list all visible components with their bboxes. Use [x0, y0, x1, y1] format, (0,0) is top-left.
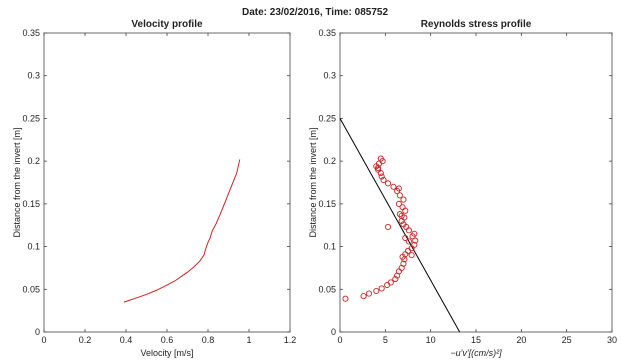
chart-title: Velocity profile: [131, 19, 203, 30]
reynolds-point: [412, 237, 419, 244]
x-axis-label: −u'v'[(cm/s)²]: [450, 348, 502, 358]
figure-suptitle: Date: 23/02/2016, Time: 085752: [242, 7, 388, 18]
reynolds-point: [408, 252, 415, 259]
reynolds-point: [378, 173, 385, 180]
y-axis-label: Distance from the invert [m]: [308, 127, 318, 237]
reynolds-point: [400, 221, 407, 228]
reynolds-point: [342, 295, 349, 302]
y-tick-label: 0.3: [27, 71, 40, 81]
x-tick-label: 0: [41, 335, 46, 345]
reynolds-point: [390, 183, 397, 190]
y-tick-label: 0: [331, 327, 336, 337]
y-tick-label: 0.35: [22, 28, 40, 38]
y-tick-label: 0.15: [318, 199, 336, 209]
y-tick-label: 0.05: [22, 284, 40, 294]
reynolds-point: [402, 234, 409, 242]
fit-line: [339, 118, 461, 333]
x-tick-label: 0: [337, 335, 342, 345]
plot-frame: [43, 32, 291, 333]
y-tick-label: 0.2: [27, 156, 40, 166]
y-tick-label: 0.25: [22, 113, 40, 123]
reynolds-point: [377, 155, 384, 162]
x-tick-label: 0.8: [202, 335, 215, 345]
reynolds-point: [399, 204, 406, 211]
reynolds-point: [378, 285, 385, 292]
y-tick-label: 0.3: [323, 71, 336, 81]
x-tick-label: 25: [562, 335, 572, 345]
x-tick-label: 30: [607, 335, 617, 345]
reynolds-point: [365, 290, 373, 297]
reynolds-point: [395, 200, 402, 207]
x-tick-label: 0.2: [79, 335, 92, 345]
reynolds-point: [411, 241, 418, 248]
x-tick-label: 1.2: [284, 335, 297, 345]
reynolds-point: [405, 238, 412, 245]
plot-frame: [339, 32, 613, 333]
y-tick-label: 0.1: [323, 242, 336, 252]
reynolds-point: [411, 230, 418, 237]
x-tick-label: 10: [426, 335, 436, 345]
y-tick-label: 0.1: [27, 242, 40, 252]
reynolds-point: [360, 293, 367, 300]
reynolds-point: [377, 170, 384, 177]
reynolds-point: [392, 275, 399, 283]
reynolds-point: [395, 185, 402, 192]
reynolds-point: [400, 260, 407, 267]
reynolds-point: [402, 207, 409, 214]
y-tick-label: 0.05: [318, 284, 336, 294]
y-tick-label: 0.15: [22, 199, 40, 209]
reynolds-point: [405, 227, 412, 234]
reynolds-point: [400, 196, 407, 203]
reynolds-point: [385, 223, 392, 230]
velocity-line: [123, 159, 241, 303]
reynolds-point: [387, 279, 394, 286]
y-tick-label: 0.25: [318, 113, 336, 123]
y-tick-label: 0.2: [323, 156, 336, 166]
y-axis-label: Distance from the invert [m]: [12, 127, 22, 237]
reynolds-point: [373, 287, 380, 295]
x-tick-label: 0.4: [120, 335, 133, 345]
x-tick-label: 5: [383, 335, 388, 345]
reynolds-point: [385, 180, 392, 187]
reynolds-point: [375, 166, 382, 173]
y-tick-label: 0: [35, 327, 40, 337]
x-tick-label: 1: [246, 335, 251, 345]
chart-title: Reynolds stress profile: [421, 19, 532, 30]
velocity-profile-panel: 0 0.2 0.4 0.6 0.8 1 1.2 0 0.05 0.1 0.15 0.2 0.25 0.3 0…: [12, 19, 296, 358]
reynolds-point: [396, 192, 403, 199]
reynolds-point: [380, 176, 387, 183]
reynolds-point: [375, 164, 382, 172]
reynolds-point: [384, 281, 391, 289]
x-tick-label: 15: [471, 335, 481, 345]
reynolds-point: [396, 211, 403, 218]
reynolds-stress-panel: 0 5 10 15 20 25 30 0 0.05 0.1 0.15 0.2 0.25 0.3 0.35 Re…: [308, 19, 617, 358]
x-axis-label: Velocity [m/s]: [140, 348, 193, 358]
x-tick-label: 0.6: [161, 335, 174, 345]
reynolds-point: [398, 212, 405, 219]
x-tick-label: 20: [516, 335, 526, 345]
y-tick-label: 0.35: [318, 28, 336, 38]
